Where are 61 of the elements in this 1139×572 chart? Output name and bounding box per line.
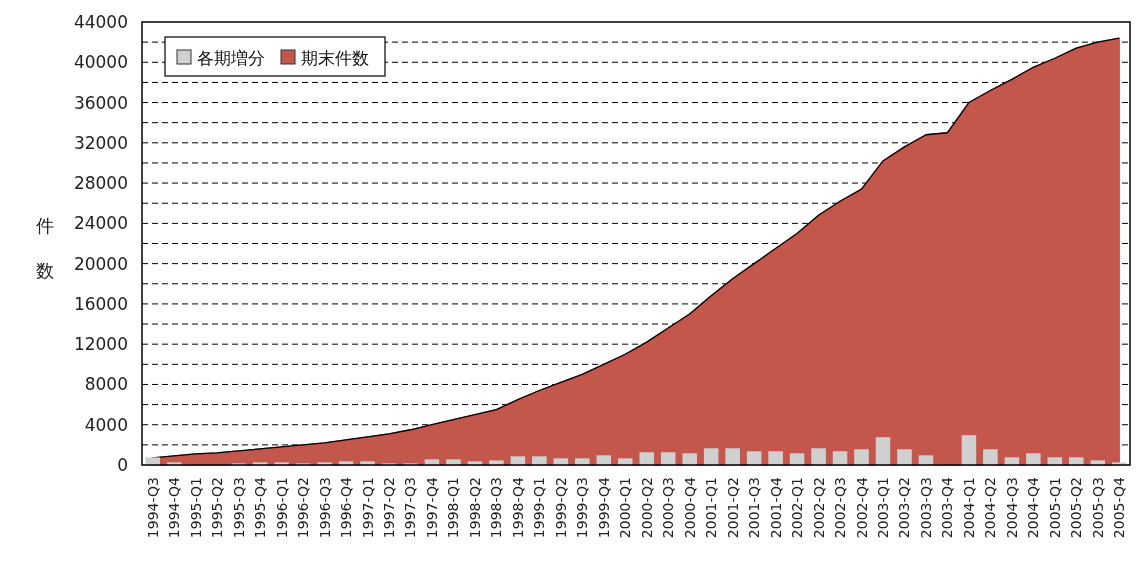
x-tick-label: 2003-Q1 — [875, 477, 891, 539]
x-tick-label: 2001-Q1 — [703, 477, 720, 539]
x-tick-label: 2001-Q2 — [724, 477, 741, 539]
y-tick-label: 8000 — [84, 374, 128, 395]
x-tick-label: 2000-Q2 — [638, 477, 655, 539]
x-tick-label: 2002-Q2 — [810, 477, 827, 539]
y-tick-label: 0 — [117, 455, 128, 475]
x-tick-label: 1996-Q1 — [273, 477, 290, 539]
x-tick-label: 2003-Q2 — [896, 477, 913, 539]
x-tick-label: 2000-Q3 — [660, 477, 677, 539]
x-tick-label: 1997-Q1 — [359, 477, 376, 539]
x-tick-label: 1995-Q1 — [187, 477, 204, 539]
x-tick-label: 2004-Q3 — [1003, 477, 1020, 539]
x-tick-label: 2002-Q1 — [789, 477, 806, 539]
y-tick-label: 44000 — [73, 12, 128, 32]
x-tick-label: 1996-Q2 — [295, 477, 312, 539]
y-tick-label: 12000 — [73, 334, 128, 355]
y-tick-label: 20000 — [73, 253, 128, 274]
x-tick-label: 1999-Q4 — [595, 476, 612, 539]
x-tick-label: 1996-Q4 — [338, 476, 355, 539]
x-tick-label: 1995-Q4 — [252, 476, 269, 539]
x-tick-label: 2005-Q1 — [1046, 477, 1063, 539]
x-tick-label: 2003-Q3 — [917, 477, 934, 539]
y-tick-label: 24000 — [73, 213, 128, 234]
x-tick-label: 1997-Q3 — [402, 477, 419, 539]
x-tick-label: 2004-Q4 — [1025, 476, 1042, 539]
x-tick-label: 2004-Q2 — [982, 477, 999, 539]
x-tick-label: 1994-Q3 — [144, 477, 161, 539]
x-tick-label: 1998-Q3 — [488, 477, 505, 539]
legend-label: 各期増分 — [197, 48, 265, 68]
x-tick-label: 1998-Q1 — [445, 477, 462, 539]
x-tick-label: 1999-Q2 — [552, 477, 569, 539]
x-tick-label: 1998-Q2 — [466, 477, 483, 539]
x-tick-label: 2001-Q4 — [767, 476, 784, 539]
x-tick-label: 2002-Q3 — [832, 477, 849, 539]
y-tick-label: 28000 — [73, 173, 128, 194]
x-tick-label: 1998-Q4 — [509, 476, 526, 539]
y-tick-label: 32000 — [73, 132, 128, 153]
x-tick-label: 1997-Q2 — [381, 477, 397, 539]
x-tick-label: 1994-Q4 — [166, 476, 183, 539]
x-tick-label: 1999-Q1 — [531, 477, 548, 539]
x-tick-label: 2001-Q3 — [746, 477, 763, 539]
x-tick-label: 1995-Q3 — [230, 477, 247, 539]
text: 件数 — [36, 215, 54, 281]
x-tick-label: 1996-Q3 — [316, 477, 333, 539]
x-tick-label: 2004-Q1 — [960, 477, 977, 539]
legend-label: 期末件数 — [301, 48, 369, 68]
x-tick-label: 2005-Q2 — [1068, 477, 1085, 539]
x-tick-label: 2003-Q4 — [939, 476, 956, 539]
y-tick-label: 4000 — [84, 414, 128, 435]
x-tick-label: 2005-Q4 — [1111, 476, 1128, 539]
x-tick-label: 1995-Q2 — [209, 477, 226, 539]
x-tick-label: 1997-Q4 — [423, 476, 440, 539]
x-tick-label: 2000-Q4 — [681, 476, 698, 539]
x-tick-label: 2002-Q4 — [853, 476, 870, 539]
x-tick-label: 2000-Q1 — [617, 477, 634, 539]
x-tick-label: 2005-Q3 — [1089, 477, 1106, 539]
y-tick-label: 40000 — [73, 52, 128, 73]
x-tick-label: 1999-Q3 — [574, 477, 591, 539]
y-tick-label: 36000 — [73, 92, 128, 113]
y-tick-label: 16000 — [73, 293, 128, 314]
